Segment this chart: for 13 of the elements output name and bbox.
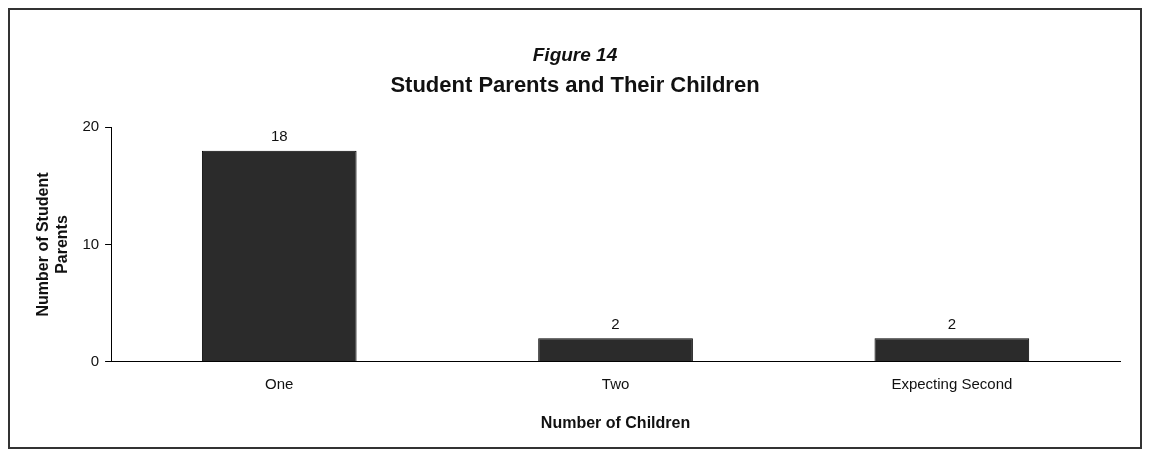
y-tick-label: 0 — [90, 351, 100, 369]
y-axis-title: Number of Student Parents — [34, 171, 71, 317]
x-tick-label: One — [265, 374, 294, 392]
data-label: 18 — [270, 127, 288, 145]
x-tick-label: Two — [601, 374, 630, 392]
x-tick-label: Expecting Second — [891, 374, 1013, 392]
x-axis-title: Number of Children — [540, 413, 691, 431]
chart-subtitle: Student Parents and Their Children — [390, 72, 760, 98]
y-tick-label: 10 — [82, 234, 100, 252]
data-label: 2 — [611, 314, 620, 332]
chart-title: Figure 14 — [532, 43, 618, 65]
data-label: 2 — [947, 314, 957, 332]
y-tick-label: 20 — [82, 117, 100, 135]
